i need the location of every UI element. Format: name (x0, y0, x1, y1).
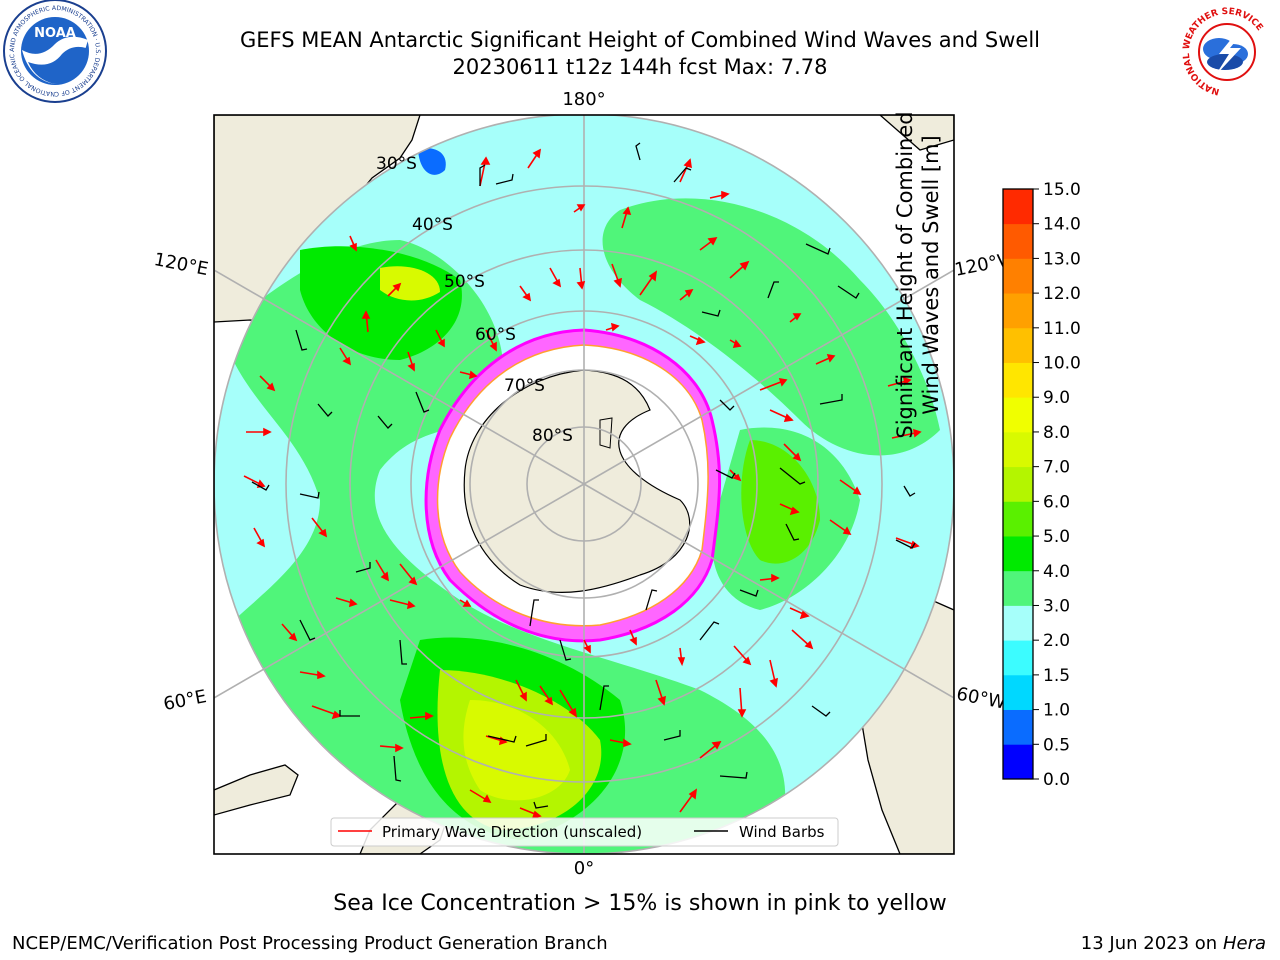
colorbar: 0.0 0.5 1.0 1.5 2.0 3.0 4.0 5.0 6.0 7.0 8.0 9.0 10.0… (1002, 180, 1081, 790)
colorbar-band (1003, 640, 1033, 676)
nws-logo: NATIONAL WEATHER SERVICE (1179, 4, 1275, 100)
colorbar-band (1003, 605, 1033, 641)
noaa-logo: NATIONAL OCEANIC AND ATMOSPHERIC ADMINIS… (0, 0, 107, 103)
colorbar-tick-label: 13.0 (1043, 249, 1081, 269)
colorbar-tick-label: 15.0 (1043, 180, 1081, 200)
meridian-label-180: 180° (562, 89, 605, 110)
colorbar-tick-label: 6.0 (1043, 492, 1070, 512)
meridian-60w (583, 483, 954, 699)
graticule (214, 115, 954, 854)
colorbar-title: Significant Height of Combined Wind Wave… (892, 65, 944, 485)
meridian-60e (214, 483, 585, 699)
north-landmass (879, 115, 954, 151)
svg-text:NOAA: NOAA (34, 26, 76, 41)
wave-band-3-4m-pacific (602, 198, 940, 456)
colorbar-tick-label: 12.0 (1043, 284, 1081, 304)
colorbar-tick-label: 0.0 (1043, 770, 1070, 790)
colorbar-tick-label: 10.0 (1043, 354, 1081, 374)
colorbar-band (1003, 570, 1033, 606)
colorbar-tick-label: 2.0 (1043, 631, 1070, 651)
meridian-label-60w: 60°W (955, 684, 1008, 714)
parallel-label-50s: 50°S (444, 272, 485, 292)
map-frame (213, 114, 955, 855)
colorbar-band (1003, 293, 1033, 329)
meridian-120e (214, 269, 585, 485)
wave-band-7-8m (463, 700, 570, 801)
wave-band-7-8m-indian (380, 266, 440, 301)
africa-tip (214, 764, 299, 816)
colorbar-frame (1002, 188, 1034, 780)
legend-label-wind-barbs: Wind Barbs (739, 823, 825, 841)
colorbar-band (1003, 327, 1033, 363)
wave-band-3-4m (214, 240, 786, 854)
colorbar-title-line2: Wind Waves and Swell [m] (919, 135, 943, 415)
colorbar-tick-label: 14.0 (1043, 215, 1081, 235)
meridian-120w (583, 269, 954, 485)
wind-barbs (251, 142, 916, 809)
colorbar-band (1003, 189, 1033, 225)
colorbar-tick-label: 5.0 (1043, 527, 1070, 547)
parallel-label-30s: 30°S (376, 154, 417, 174)
colorbar-tick-label: 1.5 (1043, 666, 1070, 686)
colorbar-band (1003, 362, 1033, 398)
date-text: 13 Jun 2023 on (1080, 933, 1218, 954)
wave-direction-arrows (243, 148, 922, 820)
parallel-label-40s: 40°S (412, 215, 453, 235)
parallel-label-70s: 70°S (504, 376, 545, 396)
colorbar-band (1003, 431, 1033, 468)
generation-date: 13 Jun 2023 on Hera (1081, 933, 1266, 954)
colorbar-tick-label: 8.0 (1043, 423, 1070, 443)
colorbar-band (1003, 709, 1033, 745)
producer-credit: NCEP/EMC/Verification Post Processing Pr… (12, 933, 608, 954)
antarctic-continent (463, 369, 691, 594)
colorbar-band (1003, 501, 1033, 537)
chart-legend: Primary Wave Direction (unscaled) Wind B… (330, 817, 839, 847)
colorbar-band (1003, 744, 1033, 780)
chart-subtitle: 20230611 t12z 144h fcst Max: 7.78 (452, 55, 828, 79)
meridian-label-0: 0° (574, 858, 594, 879)
colorbar-tick-label: 7.0 (1043, 458, 1070, 478)
sea-ice-note: Sea Ice Concentration > 15% is shown in … (333, 891, 947, 916)
colorbar-band (1003, 223, 1033, 259)
meridian-label-120e: 120°E (152, 249, 210, 280)
colorbar-tick-label: 11.0 (1043, 319, 1081, 339)
meridian-label-60e: 60°E (162, 686, 208, 715)
colorbar-band (1003, 466, 1033, 502)
colorbar-band (1003, 674, 1033, 710)
colorbar-band (1003, 397, 1033, 433)
chart-title: GEFS MEAN Antarctic Significant Height o… (239, 28, 1041, 52)
colorbar-tick-label: 9.0 (1043, 388, 1070, 408)
colorbar-band (1003, 258, 1033, 294)
host-name: Hera (1222, 933, 1266, 954)
colorbar-title-line1: Significant Height of Combined (893, 111, 917, 439)
ross-ice-island (599, 417, 613, 449)
parallel-label-60s: 60°S (475, 325, 516, 345)
parallel-label-80s: 80°S (532, 426, 573, 446)
wave-band-5-6m (741, 440, 820, 564)
wave-band-low-tasman (418, 148, 446, 175)
colorbar-tick-label: 4.0 (1043, 562, 1070, 582)
colorbar-tick-label: 0.5 (1043, 735, 1070, 755)
colorbar-tick-label: 1.0 (1043, 701, 1070, 721)
legend-label-wave-direction: Primary Wave Direction (unscaled) (382, 823, 642, 841)
colorbar-band (1003, 536, 1033, 572)
colorbar-tick-label: 3.0 (1043, 596, 1070, 616)
